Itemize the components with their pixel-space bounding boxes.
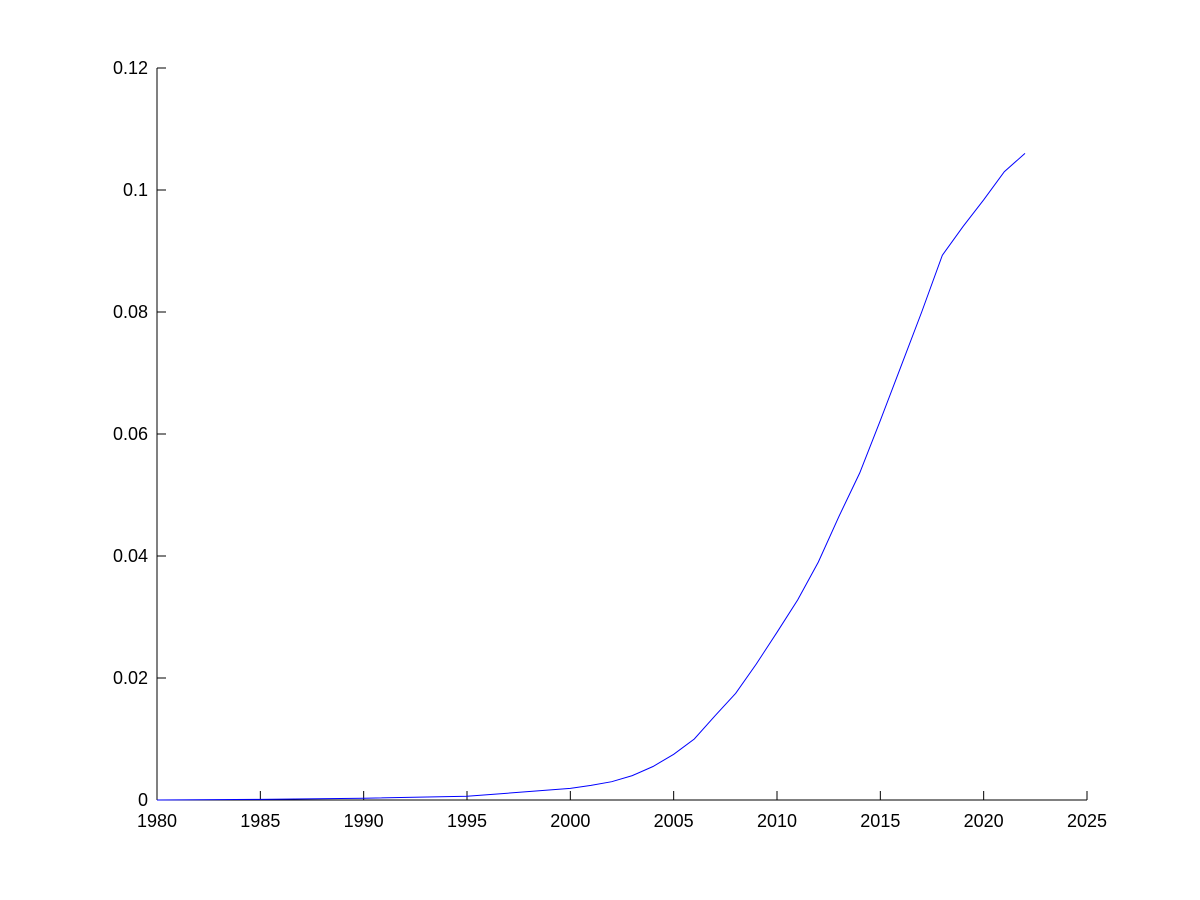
y-tick-label: 0.12	[113, 58, 148, 78]
y-tick-label: 0.1	[123, 180, 148, 200]
y-tick-label: 0.02	[113, 668, 148, 688]
axes: 1980 1985 1990 1995 2000 2005 2010 2015 2020 2025…	[113, 58, 1107, 831]
x-tick-label: 1985	[240, 811, 280, 831]
x-tick-label: 2015	[860, 811, 900, 831]
x-tick-label: 2010	[757, 811, 797, 831]
x-tick-label: 2025	[1067, 811, 1107, 831]
y-tick-label: 0.04	[113, 546, 148, 566]
x-tick-label: 1995	[447, 811, 487, 831]
y-tick-label: 0	[138, 790, 148, 810]
x-tick-label: 2005	[654, 811, 694, 831]
x-tick-label: 1990	[344, 811, 384, 831]
y-tick-label: 0.08	[113, 302, 148, 322]
y-tick-label: 0.06	[113, 424, 148, 444]
x-tick-label: 2020	[964, 811, 1004, 831]
x-tick-label: 2000	[550, 811, 590, 831]
series-line	[156, 153, 1026, 801]
x-tick-label: 1980	[137, 811, 177, 831]
plot-area	[156, 153, 1026, 801]
